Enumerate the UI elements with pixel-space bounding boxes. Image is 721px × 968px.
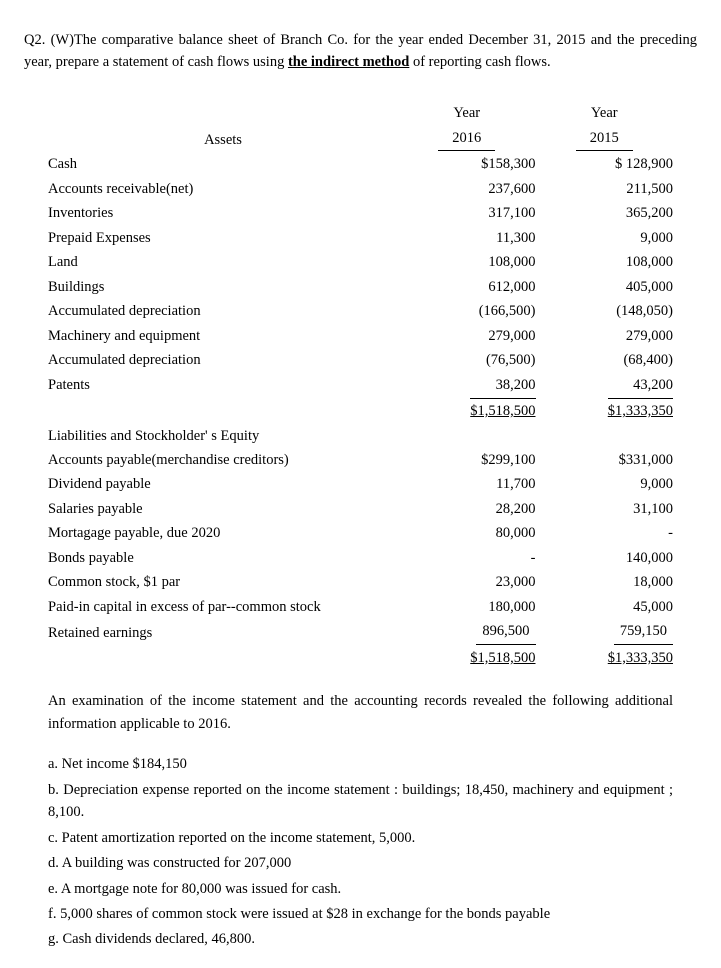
liabilities-heading: Liabilities and Stockholder' s Equity — [48, 424, 398, 448]
row-ap: Accounts payable(merchandise creditors) … — [48, 448, 673, 472]
year-2015: 2015 — [576, 127, 633, 151]
additional-info-list: a. Net income $184,150 b. Depreciation e… — [48, 753, 673, 951]
col-year-2: Year — [536, 101, 674, 125]
row-retained-earnings: Retained earnings 896,500 759,150 — [48, 619, 673, 645]
row-buildings: Buildings 612,000 405,000 — [48, 275, 673, 299]
item-b: b. Depreciation expense reported on the … — [48, 779, 673, 824]
row-bonds-payable: Bonds payable - 140,000 — [48, 546, 673, 570]
row-land: Land 108,000 108,000 — [48, 250, 673, 274]
row-prepaid: Prepaid Expenses 11,300 9,000 — [48, 226, 673, 250]
additional-info-intro: An examination of the income statement a… — [48, 690, 673, 735]
year-2016: 2016 — [438, 127, 495, 151]
row-dividend-payable: Dividend payable 11,700 9,000 — [48, 472, 673, 496]
item-g: g. Cash dividends declared, 46,800. — [48, 928, 673, 950]
item-e: e. A mortgage note for 80,000 was issued… — [48, 878, 673, 900]
row-mortgage-payable: Mortagage payable, due 2020 80,000 - — [48, 521, 673, 545]
row-accdep-machinery: Accumulated depreciation (76,500) (68,40… — [48, 348, 673, 372]
assets-heading: Assets — [48, 126, 398, 152]
row-salaries-payable: Salaries payable 28,200 31,100 — [48, 497, 673, 521]
row-inventories: Inventories 317,100 365,200 — [48, 201, 673, 225]
intro-method: the indirect method — [288, 54, 409, 70]
intro-suffix: of reporting cash flows. — [413, 54, 551, 70]
row-accdep-buildings: Accumulated depreciation (166,500) (148,… — [48, 299, 673, 323]
row-assets-total: $1,518,500 $1,333,350 — [48, 397, 673, 423]
row-apic: Paid-in capital in excess of par--common… — [48, 595, 673, 619]
balance-sheet-table: Year Year Assets 2016 2015 Cash $158,300… — [48, 101, 673, 670]
row-liab-total: $1,518,500 $1,333,350 — [48, 646, 673, 670]
row-cash: Cash $158,300 $ 128,900 — [48, 152, 673, 176]
item-c: c. Patent amortization reported on the i… — [48, 827, 673, 849]
question-intro: Q2. (W)The comparative balance sheet of … — [24, 29, 697, 74]
row-ar: Accounts receivable(net) 237,600 211,500 — [48, 177, 673, 201]
item-d: d. A building was constructed for 207,00… — [48, 852, 673, 874]
item-a: a. Net income $184,150 — [48, 753, 673, 775]
row-common-stock: Common stock, $1 par 23,000 18,000 — [48, 570, 673, 594]
col-year-1: Year — [398, 101, 536, 125]
row-patents: Patents 38,200 43,200 — [48, 373, 673, 397]
item-f: f. 5,000 shares of common stock were iss… — [48, 903, 673, 925]
row-machinery: Machinery and equipment 279,000 279,000 — [48, 324, 673, 348]
